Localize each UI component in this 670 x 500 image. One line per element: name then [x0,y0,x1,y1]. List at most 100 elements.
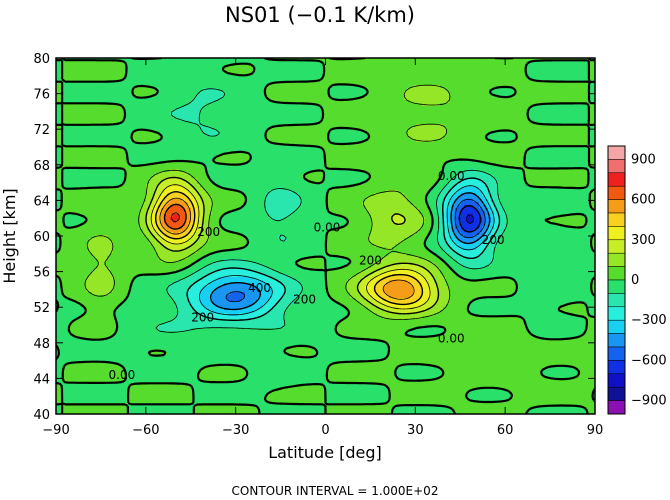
field-cell [515,97,519,101]
field-cell [83,106,87,110]
field-cell [383,97,387,101]
field-cell [275,64,279,68]
field-cell [56,91,60,95]
field-cell [101,118,105,122]
field-cell [506,127,510,131]
field-cell [152,109,156,113]
field-cell [119,130,123,134]
field-cell [191,106,195,110]
field-cell [566,76,570,80]
field-cell [536,112,540,116]
field-cell [356,58,360,62]
field-cell [557,133,561,137]
field-cell [347,88,351,92]
field-cell [173,121,177,125]
field-cell [152,127,156,131]
field-cell [341,103,345,107]
field-cell [569,88,573,92]
field-cell [542,133,546,137]
field-cell [173,82,177,86]
field-cell [209,91,213,95]
field-cell [350,67,354,71]
field-cell [470,79,474,83]
field-cell [461,115,465,119]
field-cell [128,97,132,101]
field-cell [128,109,132,113]
field-cell [404,79,408,83]
field-cell [176,124,180,128]
field-cell [272,94,276,98]
field-cell [344,100,348,104]
field-cell [536,109,540,113]
field-cell [116,61,120,65]
field-cell [437,115,441,119]
field-cell [422,88,426,92]
field-cell [263,127,267,131]
field-cell [287,130,291,134]
field-cell [458,88,462,92]
field-cell [119,100,123,104]
field-cell [440,88,444,92]
field-cell [329,73,333,77]
field-cell [566,103,570,107]
field-cell [116,136,120,140]
field-cell [488,121,492,125]
field-cell [335,100,339,104]
field-cell [503,82,507,86]
field-cell [173,67,177,71]
field-cell [455,91,459,95]
field-cell [284,112,288,116]
field-cell [293,139,297,143]
field-cell [95,97,99,101]
field-cell [185,85,189,89]
field-cell [485,79,489,83]
field-cell [65,61,69,65]
field-cell [287,91,291,95]
field-cell [164,112,168,116]
field-cell [515,100,519,104]
field-cell [242,70,246,74]
field-cell [473,97,477,101]
field-cell [377,115,381,119]
field-cell [404,136,408,140]
field-cell [296,91,300,95]
field-cell [122,73,126,77]
field-cell [182,88,186,92]
field-cell [551,70,555,74]
field-cell [344,109,348,113]
field-cell [317,73,321,77]
field-cell [542,118,546,122]
field-cell [236,130,240,134]
field-cell [455,82,459,86]
field-cell [359,112,363,116]
field-cell [380,106,384,110]
field-cell [593,115,595,119]
field-cell [59,121,63,125]
field-cell [335,121,339,125]
field-cell [155,121,159,125]
field-cell [302,139,306,143]
field-cell [116,139,120,143]
field-cell [353,94,357,98]
field-cell [449,76,453,80]
field-cell [407,130,411,134]
field-cell [182,85,186,89]
field-cell [242,64,246,68]
field-cell [281,64,285,68]
field-cell [497,100,501,104]
field-cell [473,136,477,140]
field-cell [497,112,501,116]
field-cell [590,112,594,116]
field-cell [497,133,501,137]
field-cell [191,133,195,137]
field-cell [461,139,465,143]
field-cell [503,103,507,107]
field-cell [161,73,165,77]
field-cell [242,88,246,92]
field-cell [155,109,159,113]
field-cell [584,121,588,125]
field-cell [314,70,318,74]
field-cell [320,64,324,68]
field-cell [272,127,276,131]
field-cell [395,130,399,134]
